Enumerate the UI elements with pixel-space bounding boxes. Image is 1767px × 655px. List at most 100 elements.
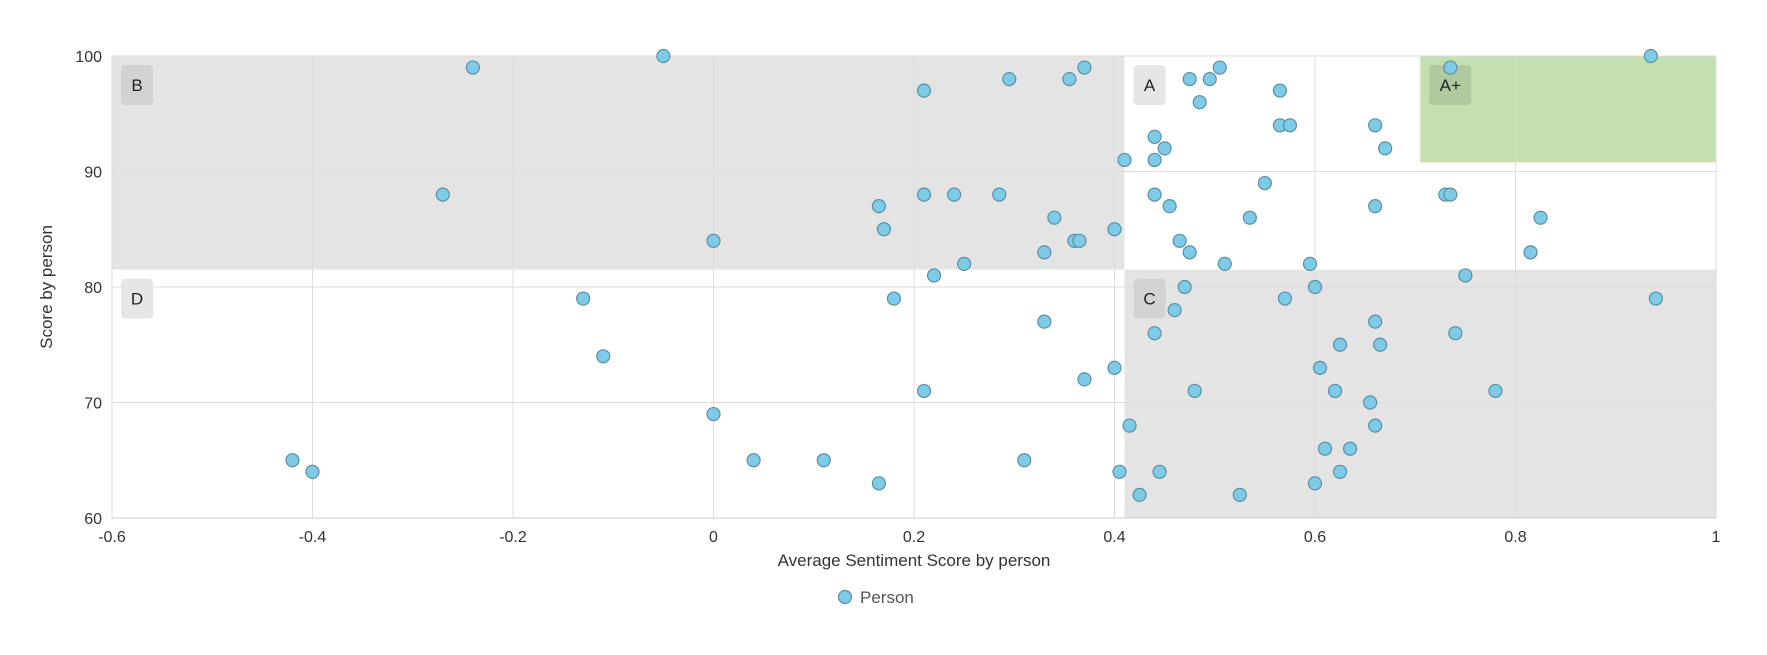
data-point	[992, 187, 1007, 202]
data-point	[285, 453, 300, 468]
data-point	[1072, 233, 1087, 248]
data-point	[1443, 60, 1458, 75]
data-point	[1077, 60, 1092, 75]
data-points	[285, 48, 1663, 502]
region-label-b: B	[131, 76, 142, 95]
y-tick-label: 60	[84, 511, 102, 528]
data-point	[1132, 487, 1147, 502]
data-point	[576, 291, 591, 306]
data-point	[1443, 187, 1458, 202]
data-point	[596, 349, 611, 364]
region-label-box-a-plus	[1429, 65, 1472, 105]
data-point	[946, 187, 962, 202]
data-point	[1037, 314, 1052, 329]
data-point	[1368, 418, 1383, 433]
data-point	[1182, 245, 1197, 260]
data-point	[1488, 383, 1503, 399]
data-point	[1107, 222, 1122, 237]
data-point	[1017, 453, 1032, 468]
data-point	[1147, 129, 1162, 144]
axes: -0.6 -0.4 -0.2 0 0.2 0.4 0.6 0.8 1 60 70 80 90 100	[75, 49, 1720, 546]
quadrant-labels: B A A+ D C	[121, 65, 1472, 319]
data-point	[1217, 256, 1232, 271]
data-point	[1282, 118, 1298, 133]
data-point	[1317, 441, 1333, 456]
data-point	[1157, 141, 1172, 156]
data-point	[706, 406, 721, 422]
data-point	[1373, 337, 1388, 352]
legend-label-person: Person	[860, 588, 914, 607]
region-d	[112, 269, 1125, 518]
data-point	[1192, 95, 1207, 110]
data-point	[1368, 314, 1383, 329]
data-point	[1523, 245, 1538, 260]
data-point	[1458, 268, 1473, 283]
data-point	[1257, 175, 1272, 191]
data-point	[1187, 383, 1202, 399]
data-point	[1277, 291, 1293, 306]
region-b	[112, 56, 1125, 270]
data-point	[957, 256, 972, 271]
data-point	[1167, 303, 1182, 318]
y-tick-label: 100	[75, 49, 102, 66]
data-point	[1062, 71, 1077, 87]
x-tick-label: 0.6	[1304, 529, 1326, 546]
data-point	[1307, 476, 1323, 491]
data-point	[1332, 337, 1348, 352]
data-point	[871, 199, 887, 214]
legend-marker-person	[837, 589, 853, 605]
data-point	[1242, 210, 1257, 225]
region-label-c: C	[1143, 290, 1155, 309]
data-point	[1047, 210, 1062, 225]
data-point	[1162, 199, 1177, 214]
data-point	[1182, 71, 1197, 87]
data-point	[1152, 464, 1167, 479]
quadrant-regions	[112, 56, 1716, 518]
data-point	[1002, 71, 1017, 87]
x-tick-label: -0.2	[499, 529, 527, 546]
x-tick-label: -0.6	[98, 529, 126, 546]
data-point	[1327, 383, 1343, 399]
data-point	[1112, 464, 1127, 479]
data-point	[1117, 152, 1132, 168]
data-point	[916, 83, 932, 98]
data-point	[1107, 360, 1122, 375]
x-tick-label: 0	[709, 529, 718, 546]
data-point	[1368, 199, 1383, 214]
region-label-box-d	[121, 278, 153, 319]
data-point	[706, 233, 721, 248]
data-point	[1378, 141, 1393, 156]
x-tick-label: -0.4	[299, 529, 327, 546]
data-point	[1648, 291, 1663, 306]
data-point	[1312, 360, 1328, 375]
y-tick-label: 90	[84, 165, 102, 182]
data-point	[1077, 372, 1092, 387]
x-tick-label: 0.8	[1504, 529, 1526, 546]
region-label-d: D	[131, 290, 143, 309]
data-point	[1147, 187, 1162, 202]
data-point	[1202, 71, 1217, 87]
region-a-plus	[1420, 56, 1716, 163]
data-point	[1122, 418, 1137, 433]
x-tick-label: 0.4	[1103, 529, 1125, 546]
data-point	[1342, 441, 1358, 456]
data-point	[916, 187, 932, 202]
data-point	[1302, 256, 1318, 271]
data-point	[1332, 464, 1348, 479]
data-point	[876, 222, 892, 237]
data-point	[1368, 118, 1383, 133]
data-point	[1448, 326, 1463, 341]
x-axis-title: Average Sentiment Score by person	[778, 551, 1051, 570]
region-c	[1124, 269, 1716, 518]
data-point	[1037, 245, 1052, 260]
data-point	[305, 464, 320, 479]
legend[interactable]: Person	[837, 588, 914, 607]
data-point	[1307, 279, 1323, 295]
data-point	[1232, 487, 1247, 502]
x-tick-label: 0.2	[903, 529, 925, 546]
region-label-box-b	[121, 65, 153, 105]
data-point	[1272, 83, 1288, 98]
data-point	[1177, 279, 1192, 295]
data-point	[1147, 152, 1162, 168]
